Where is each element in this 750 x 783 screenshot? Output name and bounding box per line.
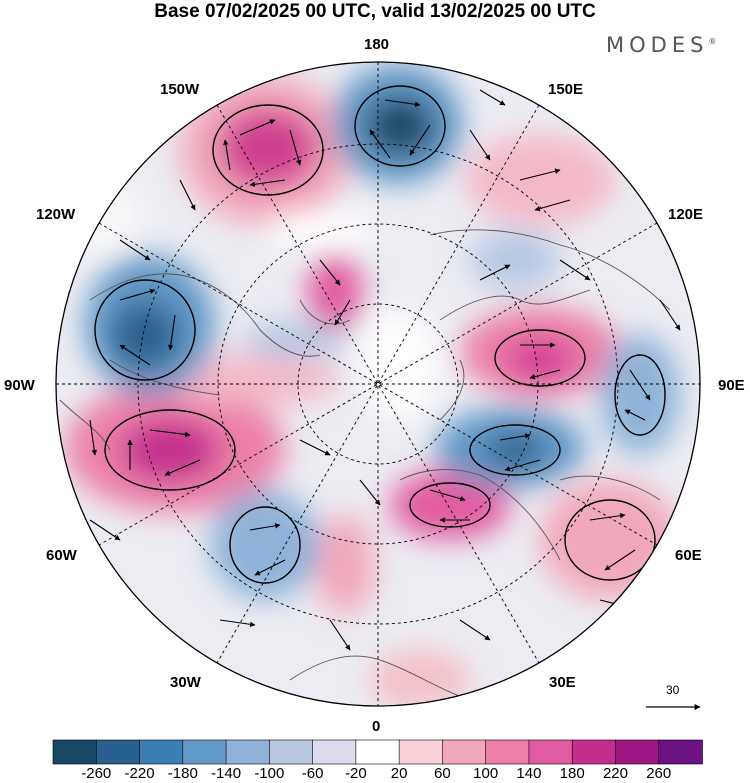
colorbar-swatch: [52, 739, 98, 765]
colorbar-swatch: [269, 739, 314, 765]
colorbar-swatch: [355, 739, 400, 765]
colorbar: [52, 739, 703, 765]
meridian-label-120e: 120E: [668, 206, 704, 223]
graticule: [56, 62, 700, 706]
colorbar-tick-label: 100: [473, 765, 499, 782]
meridian-label-60e: 60E: [675, 547, 702, 564]
colorbar-swatch: [615, 739, 660, 765]
reference-vector-label: 30: [666, 683, 680, 697]
colorbar-tick-label: -140: [211, 765, 242, 782]
modes-logo: MODES®: [606, 33, 717, 57]
meridian-label-30w: 30W: [170, 674, 201, 691]
colorbar-swatch: [485, 739, 530, 765]
colorbar-swatch: [398, 739, 444, 765]
colorbar-swatch: [528, 739, 574, 765]
map-border: [55, 61, 701, 707]
colorbar-tick-label: 140: [516, 765, 542, 782]
meridian-label-90w: 90W: [4, 377, 35, 394]
colorbar-tick-label: -20: [345, 765, 367, 782]
colorbar-swatch: [442, 739, 487, 765]
meridian-label-180: 180: [364, 36, 390, 53]
coastlines: [59, 229, 671, 701]
wind-vectors: [89, 89, 681, 651]
colorbar-swatch: [225, 739, 271, 765]
colorbar-tick-label: 180: [559, 765, 585, 782]
colorbar-swatch: [139, 739, 184, 765]
colorbar-tick-label: 60: [434, 765, 451, 782]
colorbar-tick-label: 220: [602, 765, 628, 782]
meridian-label-150w: 150W: [160, 81, 200, 98]
colorbar-tick-label: 20: [390, 765, 408, 782]
colorbar-swatch: [658, 739, 703, 765]
colorbar-tick-label: -100: [254, 765, 285, 782]
colorbar-swatch: [571, 739, 617, 765]
colorbar-swatch: [95, 739, 141, 765]
meridian-label-0: 0: [372, 718, 381, 735]
colorbar-tick-label: -60: [301, 765, 324, 782]
meridian-label-90e: 90E: [718, 377, 745, 394]
meridian-label-30e: 30E: [549, 674, 576, 691]
meridian-label-150e: 150E: [548, 81, 584, 98]
colorbar-tick-label: -260: [81, 765, 112, 782]
colorbar-swatch: [312, 739, 357, 765]
map-title: Base 07/02/2025 00 UTC, valid 13/02/2025…: [154, 1, 596, 22]
colorbar-tick-label: 260: [646, 765, 672, 782]
meridian-label-60w: 60W: [46, 547, 77, 564]
meridian-label-120w: 120W: [36, 206, 76, 223]
colorbar-swatch: [182, 739, 227, 765]
colorbar-tick-label: -220: [124, 765, 155, 782]
colorbar-tick-label: -180: [167, 765, 198, 782]
